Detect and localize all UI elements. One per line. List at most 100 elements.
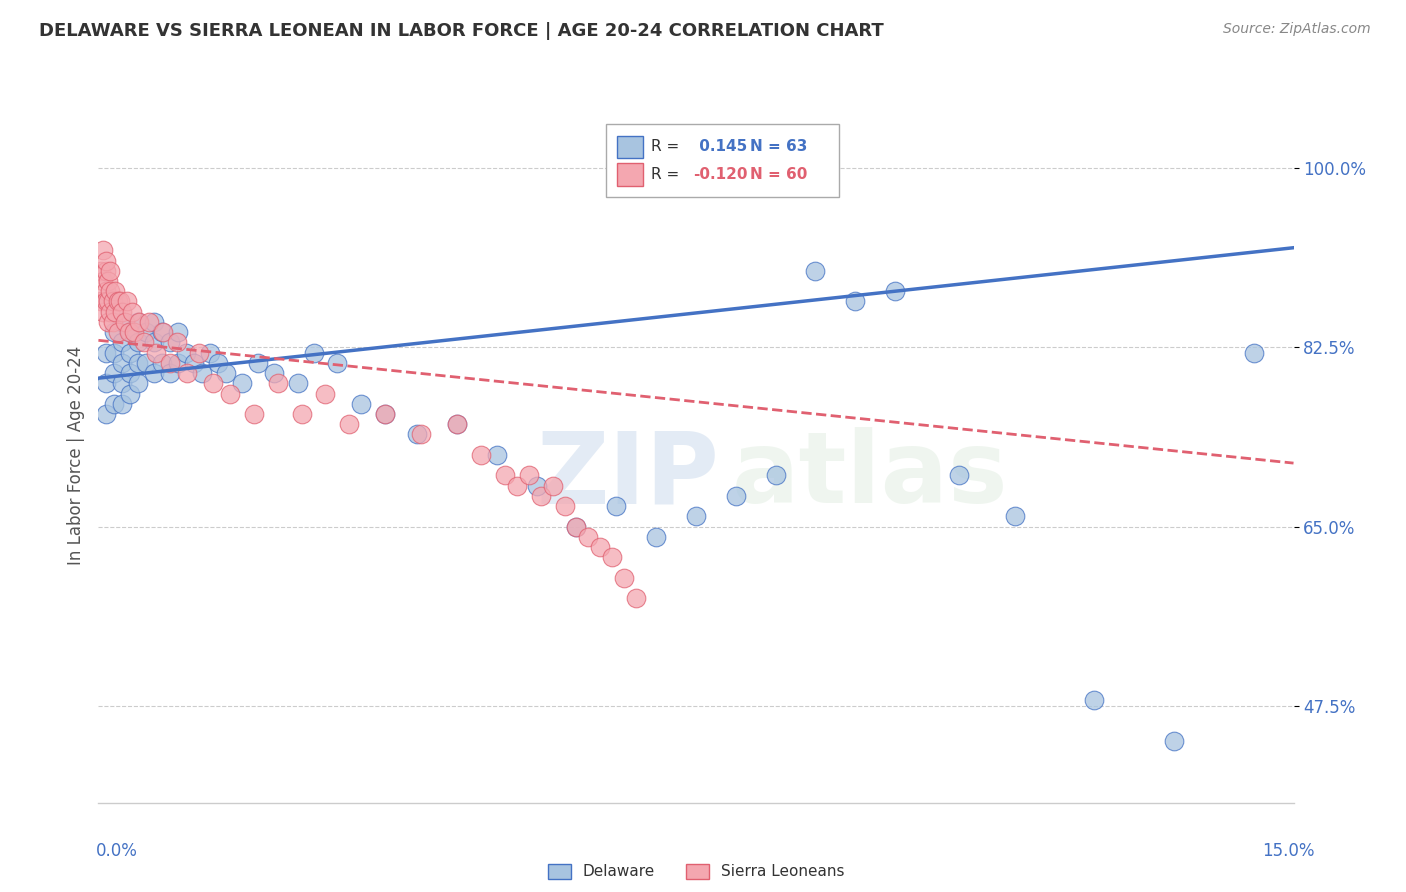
Point [97, 294, 120, 309]
Point [98, 284, 122, 298]
Point [159, 366, 181, 380]
Point [174, 345, 197, 359]
FancyBboxPatch shape [617, 136, 644, 158]
Point [267, 376, 290, 391]
Point [101, 315, 124, 329]
Text: DELAWARE VS SIERRA LEONEAN IN LABOR FORCE | AGE 20-24 CORRELATION CHART: DELAWARE VS SIERRA LEONEAN IN LABOR FORC… [39, 22, 884, 40]
Point [494, 468, 516, 483]
Point [350, 397, 373, 411]
Point [446, 417, 468, 432]
FancyBboxPatch shape [617, 163, 644, 186]
Point [215, 366, 238, 380]
Point [124, 325, 146, 339]
Point [127, 376, 149, 391]
Point [191, 366, 214, 380]
Point [613, 571, 636, 585]
Point [374, 407, 396, 421]
Point [231, 376, 253, 391]
Point [111, 356, 134, 370]
Point [529, 489, 551, 503]
Point [91, 304, 114, 318]
Point [107, 325, 129, 339]
Text: atlas: atlas [733, 427, 1008, 524]
Point [166, 335, 188, 350]
Point [290, 407, 312, 421]
Point [135, 325, 157, 339]
Point [159, 356, 181, 370]
Point [91, 274, 114, 288]
Point [145, 345, 167, 359]
Point [339, 417, 360, 432]
Point [207, 356, 229, 370]
Point [624, 591, 647, 606]
Point [120, 345, 142, 359]
Point [187, 345, 209, 359]
Point [111, 397, 134, 411]
Point [98, 264, 122, 278]
Point [326, 356, 349, 370]
Point [765, 468, 787, 483]
Point [98, 304, 122, 318]
Point [90, 294, 112, 309]
Point [884, 284, 907, 298]
Point [517, 468, 540, 483]
Point [446, 417, 468, 432]
Point [120, 386, 142, 401]
Point [1004, 509, 1026, 524]
Text: 0.145: 0.145 [693, 139, 747, 154]
Point [94, 264, 117, 278]
Text: 0.0%: 0.0% [96, 842, 138, 860]
FancyBboxPatch shape [606, 124, 839, 197]
Point [183, 356, 205, 370]
Point [1083, 693, 1105, 707]
Point [127, 335, 149, 350]
Text: R =: R = [651, 139, 679, 154]
Point [101, 294, 124, 309]
Point [302, 345, 325, 359]
Text: N = 63: N = 63 [749, 139, 807, 154]
Point [406, 427, 429, 442]
Point [152, 325, 174, 339]
Point [91, 244, 114, 258]
Point [96, 345, 118, 359]
Point [138, 315, 160, 329]
Point [121, 304, 143, 318]
Point [246, 356, 269, 370]
Point [1243, 345, 1265, 359]
Point [198, 345, 221, 359]
Point [107, 294, 129, 309]
Point [526, 478, 548, 492]
Point [411, 427, 433, 442]
Point [844, 294, 866, 309]
Y-axis label: In Labor Force | Age 20-24: In Labor Force | Age 20-24 [66, 345, 84, 565]
Point [143, 315, 166, 329]
Point [314, 386, 337, 401]
Point [103, 397, 125, 411]
Point [948, 468, 970, 483]
Point [111, 335, 134, 350]
Point [118, 325, 141, 339]
Point [90, 264, 112, 278]
Point [143, 366, 166, 380]
Point [287, 376, 309, 391]
Point [150, 356, 173, 370]
Point [602, 550, 624, 565]
Text: ZIP: ZIP [537, 427, 720, 524]
Point [108, 294, 131, 309]
Point [1163, 734, 1185, 748]
Text: 15.0%: 15.0% [1263, 842, 1315, 860]
Point [135, 356, 157, 370]
Point [219, 386, 242, 401]
Point [111, 376, 134, 391]
Point [94, 294, 117, 309]
Point [127, 356, 149, 370]
Point [565, 519, 588, 533]
Legend: Delaware, Sierra Leoneans: Delaware, Sierra Leoneans [541, 857, 851, 886]
Point [103, 345, 125, 359]
Point [103, 325, 125, 339]
Point [97, 315, 120, 329]
Point [114, 315, 136, 329]
Point [576, 530, 599, 544]
Point [120, 366, 142, 380]
Point [470, 448, 492, 462]
